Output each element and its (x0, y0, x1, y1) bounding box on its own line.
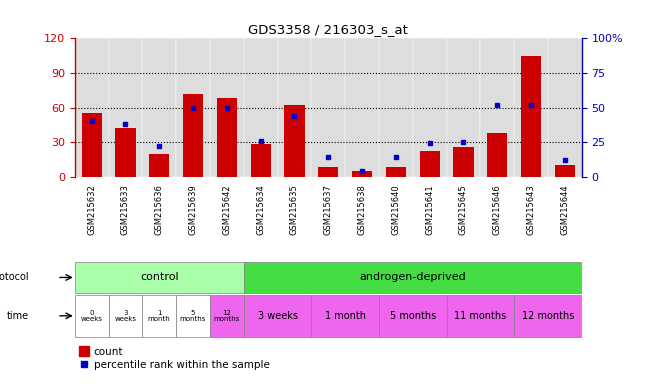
Bar (81, 113, 102, 177)
Legend: count, percentile rank within the sample: count, percentile rank within the sample (80, 347, 269, 370)
Bar (379, 295, 447, 337)
Text: 0
weeks: 0 weeks (81, 310, 103, 322)
Text: 11 months: 11 months (454, 311, 506, 321)
Bar (480, 38, 514, 177)
Bar (352, 171, 372, 177)
Bar (176, 38, 210, 177)
Text: 1
month: 1 month (148, 310, 170, 322)
Bar (176, 295, 210, 337)
Bar (210, 295, 244, 337)
Bar (115, 128, 136, 177)
Text: 3
weeks: 3 weeks (114, 310, 136, 322)
Bar (142, 38, 176, 177)
Bar (453, 147, 474, 177)
Bar (311, 295, 379, 337)
Bar (514, 295, 582, 337)
Text: androgen-deprived: androgen-deprived (359, 272, 466, 283)
Bar (318, 167, 339, 177)
Bar (142, 295, 176, 337)
Text: 12
months: 12 months (214, 310, 240, 322)
Bar (244, 38, 278, 177)
Bar (284, 105, 305, 177)
Bar (447, 295, 514, 337)
Bar (75, 262, 244, 293)
Bar (345, 38, 379, 177)
Text: 5
months: 5 months (180, 310, 206, 322)
Bar (379, 38, 413, 177)
Bar (149, 154, 170, 177)
Bar (183, 94, 203, 177)
Bar (311, 38, 345, 177)
Bar (244, 262, 582, 293)
Bar (244, 295, 311, 337)
Bar (419, 151, 440, 177)
Text: 1 month: 1 month (324, 311, 366, 321)
Text: 5 months: 5 months (389, 311, 436, 321)
Bar (548, 38, 582, 177)
Bar (278, 38, 311, 177)
Title: GDS3358 / 216303_s_at: GDS3358 / 216303_s_at (248, 23, 408, 36)
Bar (385, 167, 406, 177)
Bar (554, 165, 575, 177)
Text: growth protocol: growth protocol (0, 272, 29, 283)
Bar (447, 38, 480, 177)
Bar (487, 133, 508, 177)
Bar (109, 295, 142, 337)
Text: control: control (140, 272, 179, 283)
Bar (109, 38, 142, 177)
Text: time: time (7, 311, 29, 321)
Bar (210, 38, 244, 177)
Bar (250, 144, 271, 177)
Bar (514, 38, 548, 177)
Bar (75, 295, 109, 337)
Bar (216, 98, 237, 177)
Bar (75, 38, 109, 177)
Text: 12 months: 12 months (522, 311, 574, 321)
Bar (413, 38, 447, 177)
Text: 3 weeks: 3 weeks (257, 311, 298, 321)
Bar (521, 56, 541, 177)
